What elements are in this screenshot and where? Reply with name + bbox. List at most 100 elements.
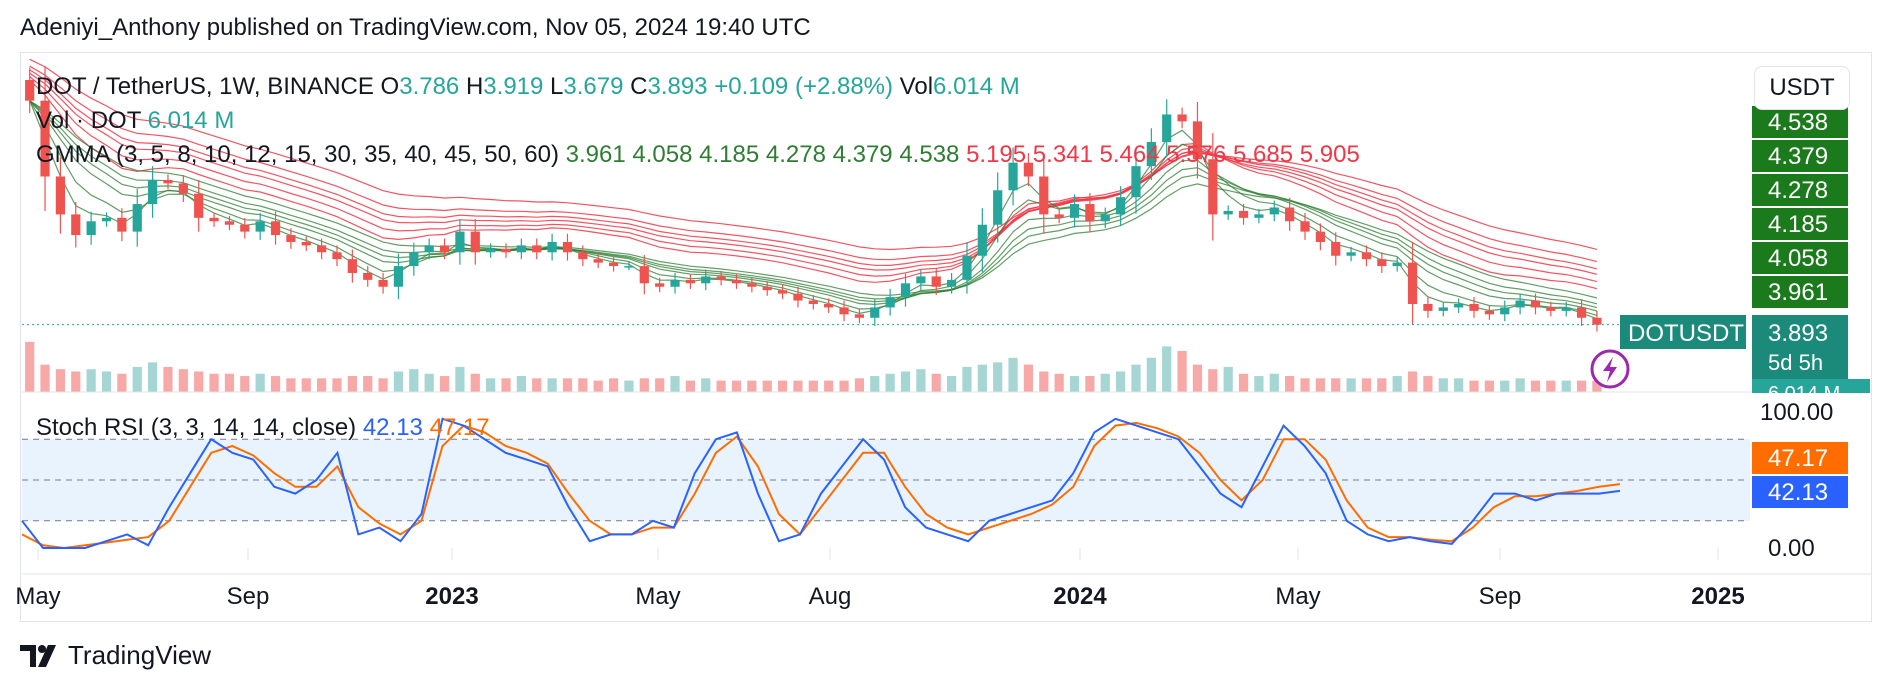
- volume-bar: [900, 371, 911, 392]
- volume-bar: [532, 378, 542, 392]
- candle-body: [808, 300, 818, 304]
- volume-bar: [639, 378, 649, 392]
- volume-bar: [270, 376, 281, 392]
- volume-bar: [931, 373, 941, 392]
- candle-body: [824, 303, 834, 308]
- volume-bar: [470, 373, 480, 392]
- rsi-d-tag-bg: [1752, 442, 1848, 474]
- candle-body: [1177, 114, 1187, 122]
- last-price-tag-bg: [1752, 315, 1848, 379]
- candle-body: [1023, 162, 1034, 177]
- candle-body: [1008, 162, 1018, 191]
- candle-body: [639, 266, 649, 284]
- volume-bar: [747, 380, 757, 392]
- candle-body: [1162, 114, 1172, 143]
- tradingview-logo-icon: [20, 644, 56, 667]
- candle-body: [977, 224, 987, 256]
- candle-body: [255, 221, 265, 232]
- volume-bar: [777, 380, 788, 392]
- candle-body: [532, 245, 542, 253]
- volume-bar: [624, 380, 634, 392]
- candle-body: [1361, 252, 1372, 260]
- candle-body: [470, 231, 480, 253]
- volume-bar: [1100, 373, 1110, 392]
- candle-body: [516, 245, 526, 253]
- candle-body: [1238, 210, 1249, 218]
- gmma-long-line: [29, 58, 1598, 251]
- candle-body: [501, 248, 511, 253]
- candle-body: [301, 241, 311, 246]
- candle-body: [993, 190, 1003, 225]
- price-axis-tag: [1752, 242, 1848, 274]
- candle-body: [147, 179, 158, 205]
- candle-body: [378, 279, 388, 287]
- stoch-legend-text: Stoch RSI (3, 3, 14, 14, close) 42.13 47…: [36, 414, 490, 441]
- volume-bar: [1438, 378, 1448, 392]
- volume-bar: [209, 373, 219, 392]
- candle-body: [1208, 159, 1218, 215]
- gmma-short-line: [29, 100, 1598, 305]
- candle-body: [317, 245, 327, 253]
- volume-bar: [224, 373, 235, 392]
- volume-bar: [1346, 378, 1356, 392]
- volume-bar: [1208, 369, 1218, 392]
- volume-bar: [655, 378, 665, 392]
- candle-body: [393, 266, 404, 287]
- volume-bar: [839, 380, 849, 392]
- volume-bar: [562, 378, 573, 392]
- volume-bar: [808, 380, 818, 392]
- volume-bar: [255, 373, 265, 392]
- stoch-k-line: [21, 417, 1621, 549]
- candle-body: [194, 193, 204, 218]
- volume-bar: [1315, 378, 1325, 392]
- volume-bar: [1054, 373, 1064, 392]
- candle-body: [1423, 303, 1433, 311]
- candle-body: [409, 252, 419, 267]
- candle-body: [931, 276, 941, 287]
- volume-bar: [1469, 380, 1479, 392]
- candle-body: [885, 297, 895, 308]
- x-axis-label: May: [15, 583, 60, 610]
- candle-body: [1576, 307, 1587, 318]
- volume-bar: [593, 380, 603, 392]
- footer: TradingView: [20, 640, 211, 671]
- candle-body: [547, 241, 557, 253]
- candle-body: [1039, 176, 1049, 215]
- price-axis-tag: [1752, 140, 1848, 172]
- volume-bar: [1576, 380, 1587, 392]
- price-axis-tag: [1752, 174, 1848, 206]
- candle-body: [1331, 241, 1341, 256]
- candle-body: [839, 307, 849, 315]
- volume-bar: [147, 362, 158, 392]
- volume-bar: [1238, 373, 1249, 392]
- volume-bar: [547, 378, 557, 392]
- candle-body: [332, 252, 342, 260]
- candle-body: [1085, 204, 1095, 222]
- volume-bar: [946, 376, 957, 392]
- candle-body: [1500, 307, 1510, 315]
- candle-body: [1454, 303, 1464, 308]
- volume-bar: [993, 362, 1003, 392]
- x-axis-label: 2023: [425, 583, 478, 610]
- gmma-long-line: [29, 72, 1598, 275]
- currency-button[interactable]: USDT: [1754, 66, 1850, 110]
- volume-bar: [1131, 364, 1141, 392]
- candle-body: [1054, 214, 1064, 218]
- price-axis-label: 4.538: [1768, 109, 1828, 136]
- candle-body: [1146, 142, 1156, 167]
- candle-body: [762, 286, 772, 291]
- volume-bar: [1331, 378, 1341, 392]
- candle-body: [916, 276, 926, 284]
- gmma-long-line: [29, 79, 1598, 290]
- candle-body: [1116, 197, 1126, 215]
- candle-body: [962, 255, 972, 280]
- volume-bar: [1162, 346, 1172, 392]
- price-axis-tag: [1752, 106, 1848, 138]
- candle-body: [1300, 221, 1310, 232]
- gmma-long-line: [29, 65, 1598, 263]
- rsi-k-tag: 42.13: [1768, 479, 1828, 506]
- x-axis-label: 2024: [1053, 583, 1107, 610]
- stoch-d-line: [21, 421, 1621, 550]
- volume-bar: [178, 369, 188, 392]
